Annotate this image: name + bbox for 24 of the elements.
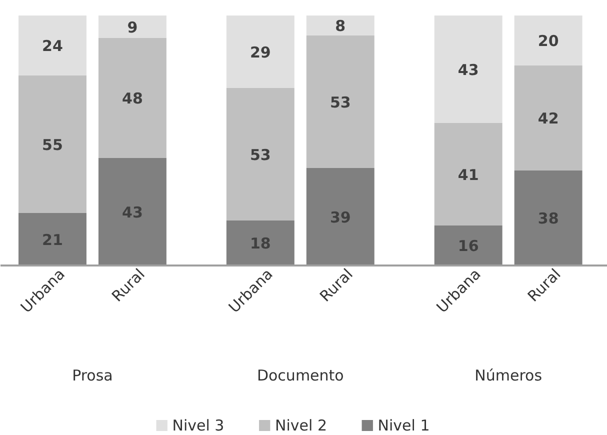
data-label: 53 (330, 93, 351, 112)
data-label: 9 (127, 18, 138, 36)
text: Números (474, 366, 542, 384)
data-label: 43 (122, 203, 143, 222)
data-label: 18 (250, 234, 271, 252)
data-label: 55 (42, 136, 63, 154)
data-label: 24 (42, 37, 63, 55)
data-label: 29 (250, 43, 271, 62)
data-label: 38 (538, 210, 559, 228)
data-label: 42 (538, 110, 559, 128)
text: Documento (256, 366, 344, 384)
legend-label: Nivel 2 (275, 416, 327, 434)
text: Prosa (72, 366, 113, 384)
data-label: 21 (42, 230, 63, 249)
data-label: 39 (330, 208, 351, 226)
data-label: 41 (458, 166, 479, 184)
data-label: 8 (335, 17, 346, 35)
data-label: 20 (538, 32, 559, 50)
legend-label: Nivel 1 (378, 416, 430, 434)
data-label: 53 (250, 146, 271, 164)
data-label: 43 (458, 60, 479, 79)
legend-label: Nivel 3 (172, 416, 224, 434)
data-label: 16 (458, 237, 479, 255)
data-label: 48 (122, 90, 143, 108)
